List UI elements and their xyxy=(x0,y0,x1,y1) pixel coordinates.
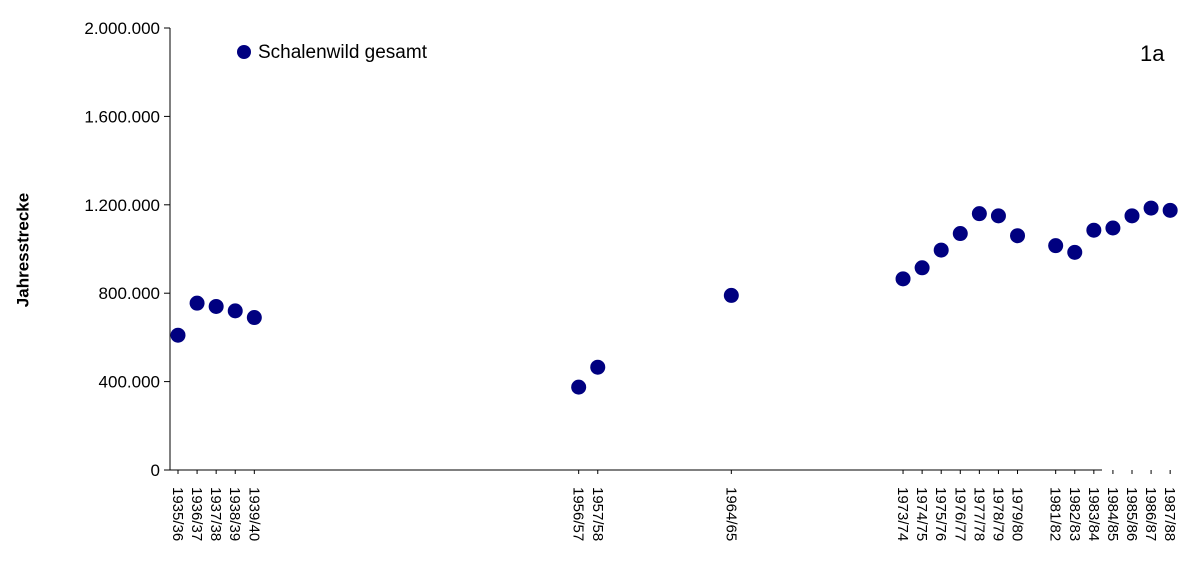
x-tick-label: 1964/65 xyxy=(722,487,739,541)
x-tick-label: 1956/57 xyxy=(570,487,587,541)
data-point xyxy=(590,359,606,375)
x-tick-label: 1937/38 xyxy=(207,487,224,541)
data-point xyxy=(990,208,1006,224)
x-tick-label: 1976/77 xyxy=(951,487,968,541)
x-tick-label: 1973/74 xyxy=(894,487,911,541)
data-point xyxy=(246,310,262,326)
x-tick-label: 1982/83 xyxy=(1066,487,1083,541)
x-tick-label: 1984/85 xyxy=(1104,487,1121,541)
x-tick-label: 1935/36 xyxy=(169,487,186,541)
y-tick-label: 400.000 xyxy=(99,373,160,392)
data-point xyxy=(1010,228,1026,244)
x-tick-label: 1983/84 xyxy=(1085,487,1102,541)
data-point xyxy=(1105,220,1121,236)
y-axis-title: Jahresstrecke xyxy=(13,193,32,307)
data-point xyxy=(227,303,243,319)
data-point xyxy=(723,287,739,303)
y-tick-label: 800.000 xyxy=(99,284,160,303)
y-tick-label: 1.200.000 xyxy=(84,196,160,215)
legend-label: Schalenwild gesamt xyxy=(258,42,428,63)
data-point xyxy=(952,226,968,242)
data-points xyxy=(170,200,1178,395)
data-point xyxy=(1048,238,1064,254)
x-tick-label: 1939/40 xyxy=(245,487,262,541)
x-tick-label: 1938/39 xyxy=(226,487,243,541)
y-tick-label: 1.600.000 xyxy=(84,107,160,126)
data-point xyxy=(1143,200,1159,216)
x-tick-label: 1974/75 xyxy=(913,487,930,541)
data-point xyxy=(971,206,987,222)
axes xyxy=(169,28,1102,471)
data-point xyxy=(895,271,911,287)
panel-label: 1a xyxy=(1140,41,1165,66)
data-point xyxy=(914,260,930,276)
x-axis-labels: 1935/36 1936/37 1937/38 1938/39 1939/40 1956/… xyxy=(169,470,1178,541)
x-tick-label: 1979/80 xyxy=(1009,487,1026,541)
data-point xyxy=(1124,208,1140,224)
legend: Schalenwild gesamt xyxy=(237,42,428,63)
data-point xyxy=(208,298,224,314)
x-tick-label: 1975/76 xyxy=(932,487,949,541)
y-axis-ticks: 0 400.000 800.000 1.200.000 1.600.000 2.000.0… xyxy=(84,19,170,480)
legend-marker xyxy=(237,45,251,59)
y-tick-label: 2.000.000 xyxy=(84,19,160,38)
y-tick-label: 0 xyxy=(151,461,160,480)
x-tick-label: 1978/79 xyxy=(989,487,1006,541)
x-tick-label: 1977/78 xyxy=(970,487,987,541)
data-point xyxy=(170,327,186,343)
x-tick-label: 1957/58 xyxy=(589,487,606,541)
x-tick-label: 1985/86 xyxy=(1123,487,1140,541)
x-tick-label: 1986/87 xyxy=(1142,487,1159,541)
data-point xyxy=(571,379,587,395)
x-tick-label: 1936/37 xyxy=(188,487,205,541)
x-tick-label: 1981/82 xyxy=(1047,487,1064,541)
data-point xyxy=(1086,222,1102,238)
data-point xyxy=(933,242,949,258)
data-point xyxy=(1067,244,1083,260)
data-point xyxy=(189,295,205,311)
data-point xyxy=(1162,202,1178,218)
x-tick-label: 1987/88 xyxy=(1161,487,1178,541)
